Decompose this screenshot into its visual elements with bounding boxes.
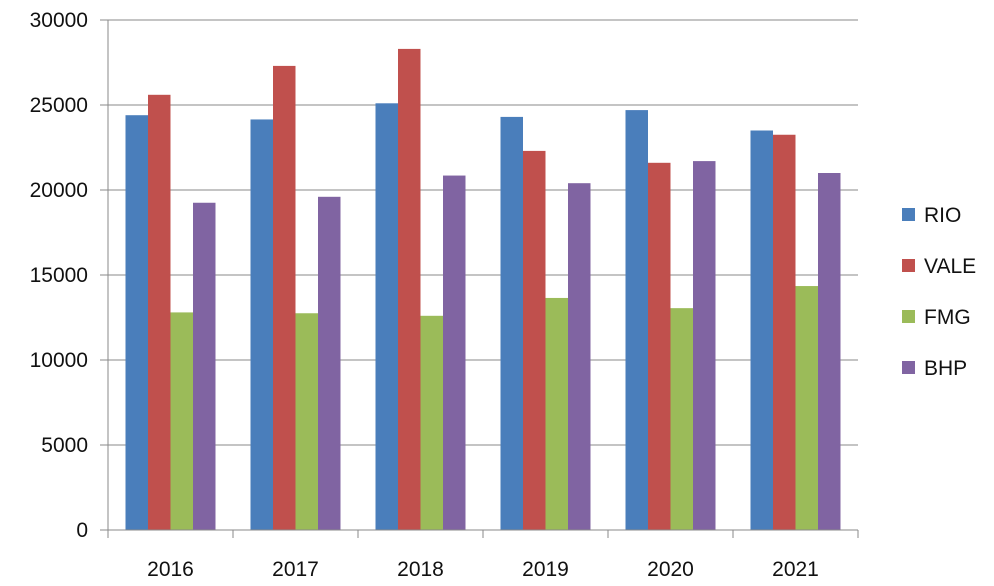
legend-swatch-rio [902,208,915,221]
y-tick-label-30000: 30000 [30,9,88,32]
legend-label-rio: RIO [924,204,961,227]
y-tick-label-5000: 5000 [41,434,88,457]
bar-vale-2017 [273,65,296,531]
bar-fmg-2020 [670,308,693,530]
axes [100,19,859,538]
bar-rio-2020 [625,110,648,530]
bar-rio-2016 [125,115,148,530]
y-axis-tick-labels: 0 5000 10000 15000 20000 25000 30000 [30,9,88,542]
y-tick-label-20000: 20000 [30,179,88,202]
bar-vale-2021 [773,134,796,530]
x-tick-label-2018: 2018 [397,558,444,581]
legend-swatch-vale [902,259,915,272]
bars [125,48,841,531]
bar-bhp-2021 [818,173,841,530]
bar-fmg-2018 [420,315,443,530]
y-tick-label-15000: 15000 [30,264,88,287]
y-tick-label-0: 0 [76,519,88,542]
legend-label-bhp: BHP [924,357,967,380]
legend-swatch-bhp [902,361,915,374]
bar-bhp-2016 [193,202,216,530]
bar-bhp-2019 [568,183,591,530]
bar-fmg-2016 [170,312,193,530]
bar-rio-2021 [750,130,773,530]
bar-fmg-2019 [545,297,568,530]
legend-label-fmg: FMG [924,306,971,329]
bar-fmg-2021 [795,286,818,530]
bar-vale-2020 [648,162,671,531]
bar-bhp-2018 [443,175,466,531]
bar-vale-2019 [523,150,546,530]
y-tick-label-25000: 25000 [30,94,88,117]
x-tick-label-2016: 2016 [147,558,194,581]
legend: RIO VALE FMG BHP [902,204,976,380]
bar-bhp-2017 [318,196,341,531]
legend-swatch-fmg [902,310,915,323]
bar-bhp-2020 [693,161,716,530]
bar-rio-2017 [250,119,273,530]
legend-label-vale: VALE [924,255,976,278]
x-tick-label-2019: 2019 [522,558,569,581]
bar-rio-2019 [500,116,523,531]
bar-rio-2018 [375,103,398,531]
x-tick-label-2021: 2021 [772,558,819,581]
bar-fmg-2017 [295,313,318,530]
bar-vale-2018 [398,48,421,531]
x-axis-tick-labels: 2016 2017 2018 2019 2020 2021 [147,558,819,581]
gridlines [108,19,858,446]
x-tick-label-2020: 2020 [647,558,694,581]
x-tick-label-2017: 2017 [272,558,319,581]
y-tick-label-10000: 10000 [30,349,88,372]
bar-vale-2016 [148,94,171,531]
